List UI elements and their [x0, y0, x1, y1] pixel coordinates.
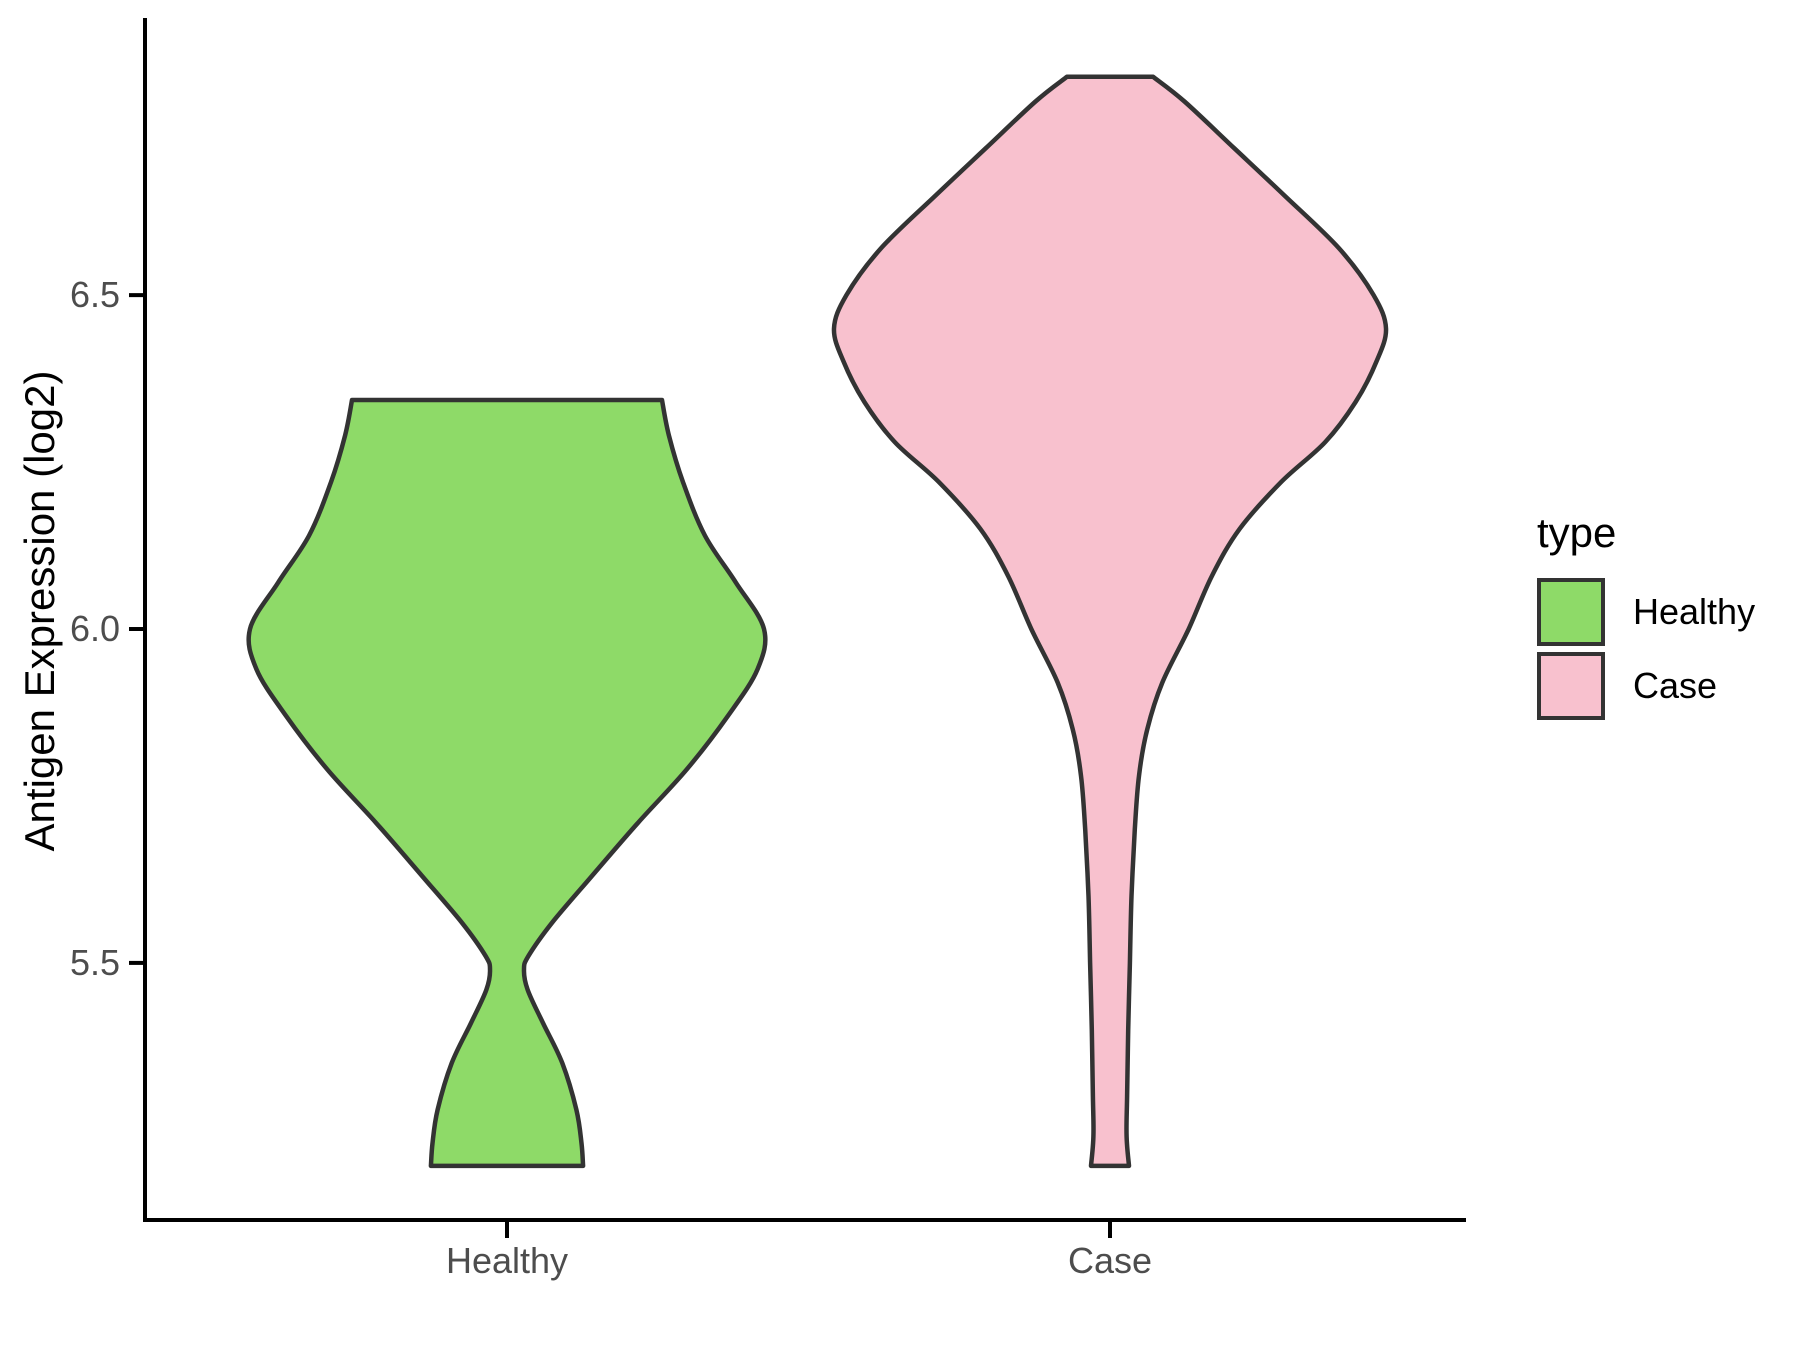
- legend-label-case: Case: [1633, 665, 1718, 706]
- y-tick-label: 6.5: [69, 274, 120, 316]
- legend-item-case: Case: [1537, 652, 1755, 720]
- violin-case: [831, 74, 1389, 1169]
- y-tick-label: 5.5: [69, 941, 120, 983]
- legend-label-healthy: Healthy: [1633, 591, 1756, 632]
- legend-title: type: [1537, 509, 1617, 556]
- violin-healthy: [246, 397, 768, 1169]
- legend-item-healthy: Healthy: [1537, 578, 1755, 646]
- y-tick-label: 6.0: [69, 608, 120, 649]
- x-tick-label-healthy: Healthy: [445, 1240, 569, 1281]
- legend-swatch-case: [1537, 652, 1605, 720]
- x-tick-label-case: Case: [1067, 1240, 1153, 1281]
- legend: type Healthy Case: [1537, 512, 1755, 726]
- legend-swatch-healthy: [1537, 578, 1605, 646]
